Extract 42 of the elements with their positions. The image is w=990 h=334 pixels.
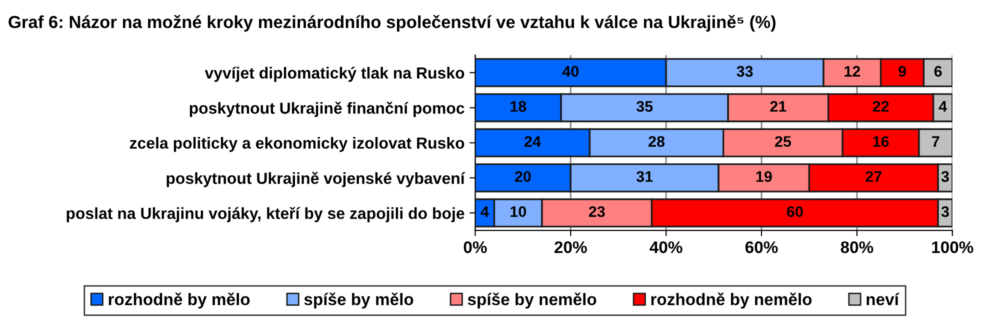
data-label: 10	[510, 206, 526, 218]
data-label: 18	[510, 101, 526, 112]
y-tick-label: poskytnout Ukrajině finanční pomoc	[190, 102, 464, 117]
data-label: 4	[480, 206, 489, 217]
y-tick-label: poslat na Ukrajinu vojáky, kteří by se zapojili do boje	[66, 206, 464, 222]
data-label: 33	[736, 66, 753, 77]
data-label: 40	[562, 66, 579, 77]
data-label: 16	[873, 136, 889, 147]
y-tick-label: poskytnout Ukrajině vojenské vybavení	[166, 172, 466, 188]
data-label: 25	[775, 136, 792, 147]
x-tick-label: 40%	[650, 241, 682, 254]
data-label: 3	[941, 206, 949, 218]
x-tick-label: 20%	[554, 241, 587, 254]
data-label: 19	[756, 171, 772, 182]
x-tick-label: 80%	[840, 241, 874, 254]
data-label: 24	[524, 136, 541, 147]
x-tick-label: 100%	[932, 241, 974, 254]
data-label: 9	[898, 66, 906, 77]
data-label: 21	[770, 101, 786, 112]
data-label: 4	[938, 101, 948, 112]
data-label: 27	[866, 171, 882, 182]
data-label: 60	[786, 206, 803, 218]
legend-label: spíše by mělo	[304, 292, 414, 309]
y-tick-label: zcela politicky a ekonomicky izolovat Rusko	[130, 137, 464, 152]
data-label: 6	[934, 66, 942, 77]
data-label: 3	[941, 171, 949, 182]
x-tick-label: 60%	[745, 241, 778, 254]
chart-title: Graf 6: Názor na možné kroky mezinárodního společenství ve vztahu k válce na Ukrajině⁵ (%)	[8, 15, 776, 32]
legend-label: neví	[866, 292, 900, 306]
data-label: 20	[514, 171, 531, 182]
legend-label: rozhodně by nemělo	[651, 292, 812, 309]
data-label: 28	[648, 136, 665, 147]
legend-label: rozhodně by mělo	[108, 292, 250, 309]
data-label: 7	[932, 136, 940, 147]
data-label: 23	[588, 206, 605, 218]
x-tick-label: 0%	[464, 241, 487, 254]
data-label: 12	[844, 66, 860, 77]
legend-label: spíše by nemělo	[468, 292, 596, 309]
data-label: 31	[636, 171, 653, 182]
data-label: 35	[636, 101, 653, 112]
data-label: 22	[872, 101, 889, 112]
y-tick-label: vyvíjet diplomatický tlak na Rusko	[204, 66, 464, 82]
